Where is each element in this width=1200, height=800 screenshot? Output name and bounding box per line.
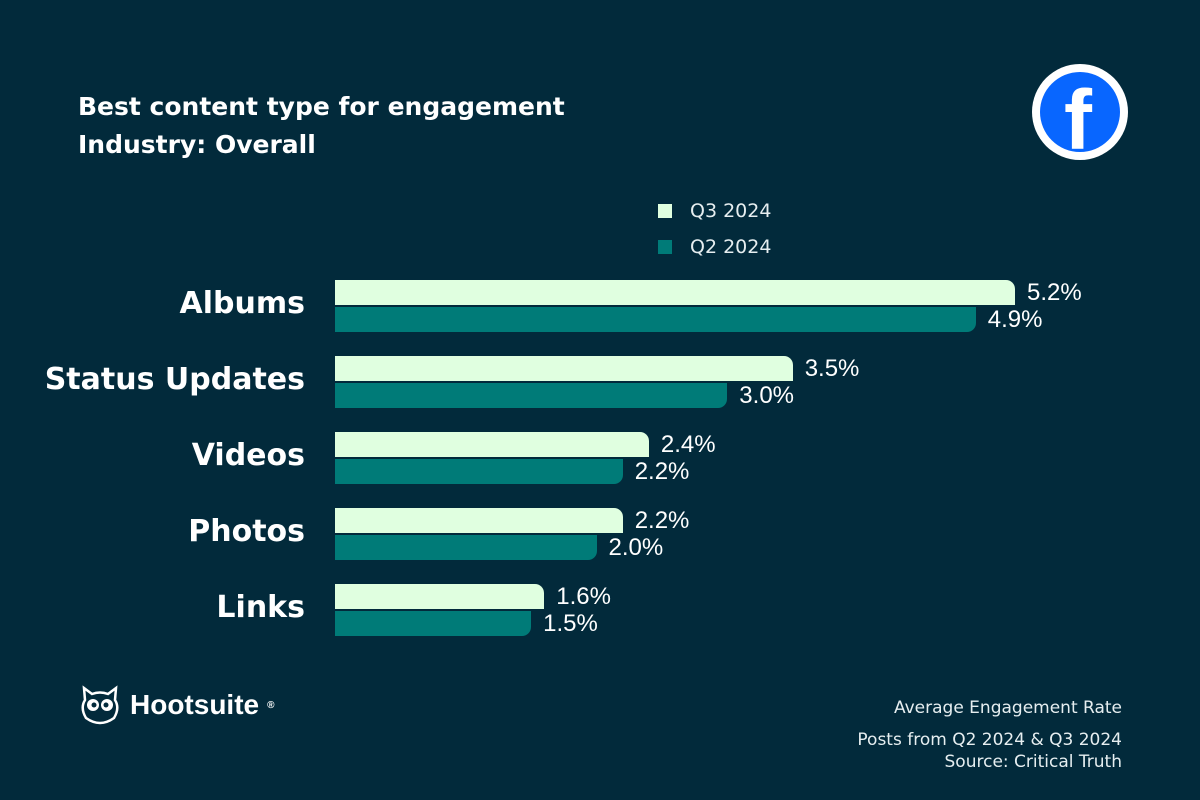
bar-q3 — [335, 508, 623, 533]
bar-q3 — [335, 584, 545, 609]
legend-item-q3: Q3 2024 — [658, 200, 771, 222]
category-label: Links — [216, 590, 305, 625]
data-label: 2.0% — [608, 534, 664, 561]
bar-q2 — [335, 535, 597, 560]
bar-q2 — [335, 459, 623, 484]
data-label: 2.2% — [634, 507, 690, 534]
bar-q2 — [335, 383, 728, 408]
data-label: 3.0% — [739, 382, 794, 409]
facebook-icon: f — [1032, 64, 1128, 160]
footer-metric: Average Engagement Rate — [893, 698, 1122, 718]
legend-swatch — [658, 204, 672, 218]
legend-item-q2: Q2 2024 — [658, 236, 771, 258]
data-label: 3.5% — [804, 355, 860, 382]
bar-q2 — [335, 611, 532, 636]
data-label: 4.9% — [987, 306, 1043, 333]
chart-title-block: Best content type for engagement Industr… — [78, 88, 565, 164]
footer-posts: Posts from Q2 2024 & Q3 2024 — [857, 730, 1122, 750]
category-label: Status Updates — [44, 362, 305, 397]
data-label: 5.2% — [1027, 279, 1082, 306]
legend-label: Q2 2024 — [690, 236, 772, 258]
category-label: Videos — [191, 438, 305, 473]
logo-text: Hootsuite — [130, 689, 260, 720]
chart-title: Best content type for engagement — [78, 92, 565, 121]
chart-subtitle: Industry: Overall — [78, 130, 316, 159]
owl-icon — [81, 685, 119, 725]
category-label: Albums — [179, 286, 305, 321]
data-label: 2.4% — [660, 431, 716, 458]
bar-q3 — [335, 432, 649, 457]
legend-swatch — [658, 240, 672, 254]
category-label: Photos — [188, 514, 305, 549]
bar-q3 — [335, 280, 1015, 305]
bar-q2 — [335, 307, 976, 332]
data-label: 2.2% — [634, 458, 690, 485]
data-label: 1.5% — [543, 610, 598, 637]
footer-source: Source: Critical Truth — [944, 752, 1122, 772]
legend-label: Q3 2024 — [690, 200, 772, 222]
data-label: 1.6% — [556, 583, 611, 610]
bar-q3 — [335, 356, 793, 381]
hootsuite-logo: Hootsuite ® — [78, 684, 274, 726]
